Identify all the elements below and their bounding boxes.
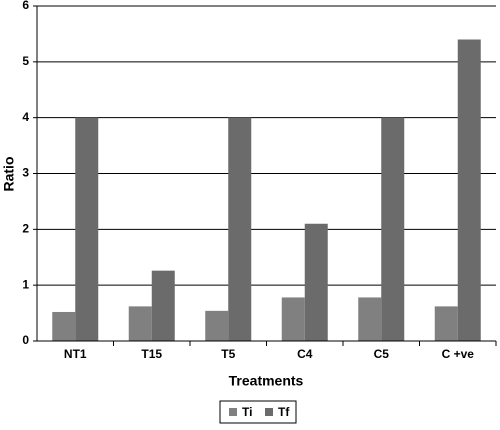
legend-swatch: [229, 408, 237, 416]
legend-swatch: [265, 408, 273, 416]
legend-box: [219, 400, 297, 424]
bar: [151, 270, 175, 341]
bar: [358, 297, 382, 341]
bar: [52, 311, 76, 341]
bar: [128, 306, 152, 341]
x-tick-label: C +ve: [442, 347, 475, 361]
bar: [228, 117, 252, 342]
y-tick-label: 3: [22, 166, 29, 180]
bar: [457, 39, 481, 341]
y-axis-title: Ratio: [1, 157, 17, 192]
y-tick-label: 4: [22, 110, 29, 124]
y-tick-label: 0: [22, 333, 29, 347]
x-axis-title: Treatments: [229, 373, 304, 389]
legend-label: Tf: [278, 405, 290, 419]
y-tick-label: 1: [22, 277, 29, 291]
x-tick-label: T5: [221, 347, 235, 361]
legend-label: Ti: [242, 405, 252, 419]
y-tick-label: 2: [22, 222, 29, 236]
bar: [434, 306, 458, 341]
bar: [304, 223, 328, 341]
bar: [381, 117, 405, 342]
x-tick-label: T15: [141, 347, 162, 361]
x-tick-label: NT1: [64, 347, 87, 361]
bar: [75, 117, 99, 342]
x-tick-label: C4: [297, 347, 313, 361]
x-tick-label: C5: [374, 347, 390, 361]
y-tick-label: 5: [22, 54, 29, 68]
bar: [205, 310, 229, 341]
y-tick-label: 6: [22, 0, 29, 12]
bar: [281, 297, 305, 341]
